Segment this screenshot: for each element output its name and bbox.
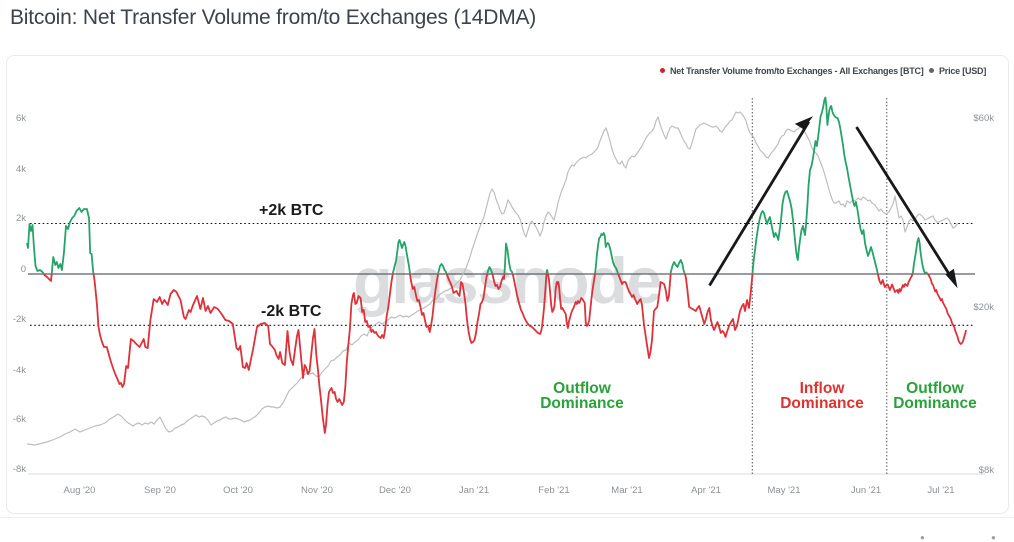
- svg-text:glassnode: glassnode: [353, 244, 661, 317]
